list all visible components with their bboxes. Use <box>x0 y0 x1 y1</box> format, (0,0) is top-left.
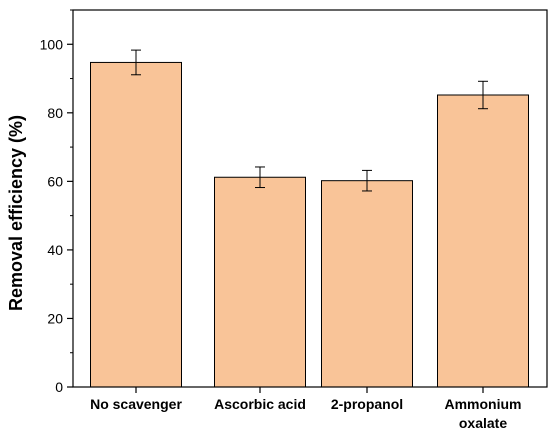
x-tick-label-3: 2-propanol <box>331 396 403 412</box>
plot-frame <box>72 9 548 388</box>
x-tick-label-2: Ascorbic acid <box>214 396 306 412</box>
y-tick-label-100: 100 <box>40 36 64 52</box>
y-tick-label-60: 60 <box>47 173 63 189</box>
x-tick-label-line: Ascorbic acid <box>214 396 306 412</box>
bar-2 <box>214 176 306 388</box>
y-tick-label-20: 20 <box>47 310 63 326</box>
y-tick-label-80: 80 <box>47 105 63 121</box>
x-tick-label-line: Ammonium <box>445 396 522 412</box>
x-tick-label-line: No scavenger <box>90 396 182 412</box>
x-tick-label-line: oxalate <box>459 415 507 431</box>
y-tick-label-40: 40 <box>47 242 63 258</box>
x-tick-label-line: 2-propanol <box>331 396 403 412</box>
y-axis-title: Removal efficiency (%) <box>6 115 26 311</box>
y-tick-label-0: 0 <box>55 379 63 395</box>
x-tick-label-1: No scavenger <box>90 396 182 412</box>
bar-3 <box>321 180 413 388</box>
bar-1 <box>90 61 182 388</box>
x-tick-label-4: Ammonium oxalate <box>445 396 522 431</box>
bar-4 <box>437 94 529 388</box>
plot-area: 0 20 40 60 80 100 No scavenger Ascorbic acid 2-p… <box>40 9 548 431</box>
